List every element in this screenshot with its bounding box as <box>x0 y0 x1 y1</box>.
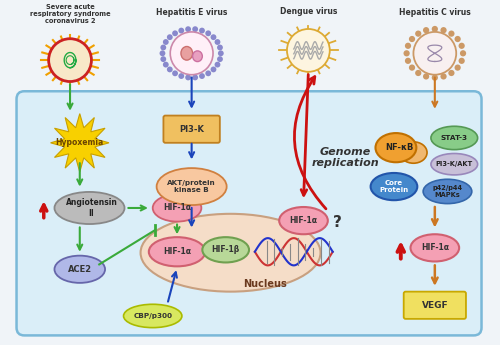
Text: HIF-1α: HIF-1α <box>421 243 449 252</box>
Circle shape <box>160 50 166 56</box>
Circle shape <box>423 27 429 33</box>
FancyBboxPatch shape <box>16 91 481 335</box>
Text: Hepatitis E virus: Hepatitis E virus <box>156 8 228 17</box>
Text: Core
Protein: Core Protein <box>380 180 408 193</box>
Ellipse shape <box>152 194 202 221</box>
Ellipse shape <box>192 51 202 61</box>
Circle shape <box>214 62 220 68</box>
Ellipse shape <box>181 47 192 60</box>
Circle shape <box>423 73 429 80</box>
Circle shape <box>432 75 438 81</box>
Circle shape <box>415 30 422 37</box>
Text: Severe acute
respiratory syndrome
coronavirus 2: Severe acute respiratory syndrome corona… <box>30 4 110 24</box>
Ellipse shape <box>431 154 478 175</box>
Ellipse shape <box>124 304 182 328</box>
Circle shape <box>432 26 438 32</box>
Circle shape <box>409 65 415 71</box>
Ellipse shape <box>54 256 105 283</box>
Circle shape <box>48 39 92 81</box>
Text: ACE2: ACE2 <box>68 265 92 274</box>
Circle shape <box>206 70 211 76</box>
FancyBboxPatch shape <box>404 292 466 319</box>
Circle shape <box>199 73 205 79</box>
Circle shape <box>192 26 198 32</box>
Circle shape <box>415 70 422 76</box>
Ellipse shape <box>54 192 124 224</box>
Circle shape <box>414 32 456 75</box>
Ellipse shape <box>279 207 328 234</box>
Circle shape <box>178 28 184 33</box>
Text: NF-κB: NF-κB <box>386 143 414 152</box>
Circle shape <box>454 36 461 42</box>
Circle shape <box>185 75 191 80</box>
Circle shape <box>404 50 409 57</box>
Circle shape <box>458 43 465 49</box>
Circle shape <box>172 70 178 76</box>
Text: Dengue virus: Dengue virus <box>280 7 337 16</box>
Circle shape <box>448 30 454 37</box>
Circle shape <box>454 65 461 71</box>
Ellipse shape <box>376 133 416 162</box>
Circle shape <box>405 43 411 49</box>
Circle shape <box>210 34 216 40</box>
Circle shape <box>287 29 330 72</box>
Circle shape <box>440 27 446 33</box>
Circle shape <box>167 34 172 40</box>
Text: HIF-1β: HIF-1β <box>212 245 240 254</box>
Ellipse shape <box>140 214 320 292</box>
FancyBboxPatch shape <box>164 116 220 143</box>
Text: PI3-K: PI3-K <box>179 125 204 134</box>
Text: HIF-1α: HIF-1α <box>163 247 191 256</box>
Text: CBP/p300: CBP/p300 <box>133 313 172 319</box>
Text: Nucleus: Nucleus <box>242 279 286 289</box>
Circle shape <box>167 67 172 72</box>
Ellipse shape <box>156 168 226 205</box>
Circle shape <box>458 58 465 64</box>
Circle shape <box>206 30 211 36</box>
Circle shape <box>160 56 166 62</box>
Ellipse shape <box>423 179 472 204</box>
Text: ?: ? <box>333 215 342 230</box>
Ellipse shape <box>410 234 459 262</box>
Circle shape <box>440 73 446 80</box>
Circle shape <box>405 58 411 64</box>
Text: Hepatitis C virus: Hepatitis C virus <box>399 8 470 17</box>
Text: p42/p44
MAPKs: p42/p44 MAPKs <box>432 185 462 198</box>
Circle shape <box>199 28 205 33</box>
Text: STAT-3: STAT-3 <box>441 135 468 141</box>
Circle shape <box>185 26 191 32</box>
Circle shape <box>210 67 216 72</box>
Ellipse shape <box>202 237 249 263</box>
Polygon shape <box>50 114 109 172</box>
Circle shape <box>214 39 220 45</box>
Text: HIF-1α: HIF-1α <box>163 204 191 213</box>
Ellipse shape <box>431 126 478 150</box>
Text: PI3-K/AKT: PI3-K/AKT <box>436 161 473 167</box>
Circle shape <box>163 62 168 68</box>
Text: Genome
replication: Genome replication <box>312 147 379 168</box>
Text: Hypoxemia: Hypoxemia <box>56 138 104 147</box>
Text: Angiotensin
II: Angiotensin II <box>66 198 118 218</box>
Circle shape <box>160 45 166 50</box>
Ellipse shape <box>149 237 206 266</box>
Circle shape <box>218 50 224 56</box>
Circle shape <box>172 30 178 36</box>
Circle shape <box>409 36 415 42</box>
Ellipse shape <box>400 142 427 163</box>
Text: VEGF: VEGF <box>422 301 448 310</box>
Ellipse shape <box>370 173 418 200</box>
Text: HIF-1α: HIF-1α <box>290 216 318 225</box>
Text: AKT/protein
kinase B: AKT/protein kinase B <box>168 180 216 193</box>
Circle shape <box>192 75 198 80</box>
Circle shape <box>460 50 466 57</box>
Circle shape <box>217 56 223 62</box>
Circle shape <box>163 39 168 45</box>
Circle shape <box>448 70 454 76</box>
Circle shape <box>178 73 184 79</box>
Circle shape <box>170 32 213 75</box>
Circle shape <box>217 45 223 50</box>
